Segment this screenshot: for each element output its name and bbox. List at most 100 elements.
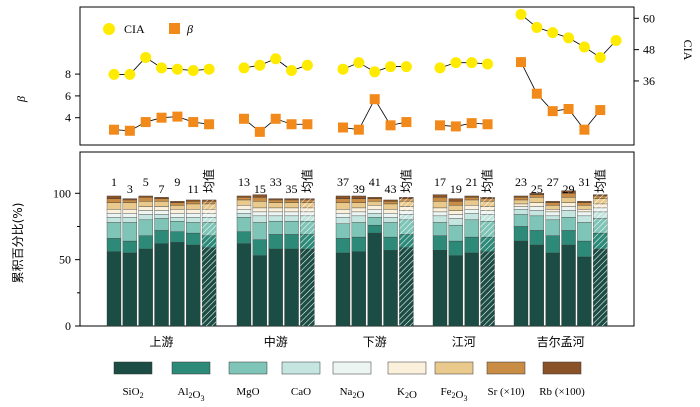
cia-point xyxy=(203,63,215,75)
beta-line xyxy=(439,122,488,127)
bar-segment-mgo xyxy=(383,222,398,238)
bar-segment-k2o xyxy=(122,209,138,214)
bar-segment-mgo xyxy=(448,224,464,242)
bar-label: 37 xyxy=(337,175,349,189)
bar-segment-sio2 xyxy=(186,244,201,327)
bar-segment-sr10 xyxy=(448,201,464,206)
bar-segment-sio2 xyxy=(236,243,252,327)
mean-hatch-overlay xyxy=(202,209,217,214)
site-label: 中游 xyxy=(264,334,288,349)
mean-hatch-overlay xyxy=(480,201,495,207)
bar-segment-al2o3 xyxy=(186,232,201,246)
bar-segment-al2o3 xyxy=(154,230,169,244)
bar-segment-al2o3 xyxy=(448,240,464,256)
mean-hatch-overlay xyxy=(593,195,608,199)
bar-segment-k2o xyxy=(513,203,529,207)
bar-segment-fe2o3 xyxy=(335,202,351,210)
cia-point xyxy=(482,58,494,70)
legend-cia-label: CIA xyxy=(124,22,145,36)
mean-hatch-overlay xyxy=(399,206,414,211)
mean-bar xyxy=(300,198,315,327)
sample-bar xyxy=(367,197,382,327)
bar-segment-na2o xyxy=(335,213,351,218)
cia-tick-label: 36 xyxy=(643,74,655,88)
bar-segment-sr10 xyxy=(383,201,398,205)
bar-segment-fe2o3 xyxy=(432,201,448,209)
bar-label: 35 xyxy=(286,182,298,196)
cia-point xyxy=(515,8,527,20)
legend-beta-label: β xyxy=(186,22,193,36)
beta-point xyxy=(450,121,461,132)
beta-tick-label: 8 xyxy=(65,67,71,81)
bar-segment-na2o xyxy=(383,213,398,218)
bar-segment-rb100 xyxy=(252,194,268,198)
bar-segment-na2o xyxy=(268,211,283,217)
bar-label: 27 xyxy=(547,175,559,189)
mean-bar xyxy=(201,199,217,327)
beta-point xyxy=(579,124,590,135)
cia-point xyxy=(353,57,365,69)
beta-point xyxy=(254,126,265,137)
mean-hatch-overlay xyxy=(300,198,315,200)
beta-point xyxy=(369,94,380,105)
bar-label: 23 xyxy=(515,175,527,189)
mean-hatch-overlay xyxy=(300,249,315,326)
bar-segment-rb100 xyxy=(335,195,351,199)
sample-bar xyxy=(154,197,169,327)
bar-segment-al2o3 xyxy=(464,236,479,254)
bar-label: 均值 xyxy=(592,169,607,193)
mean-hatch-overlay xyxy=(593,207,608,212)
bar-segment-cao xyxy=(170,217,185,222)
bar-segment-mgo xyxy=(513,214,529,227)
bar-segment-rb100 xyxy=(154,197,169,199)
bar-segment-sio2 xyxy=(122,252,138,327)
bar-segment-rb100 xyxy=(186,199,201,202)
bar-segment-sr10 xyxy=(252,197,268,202)
beta-tick-label: 4 xyxy=(65,111,71,125)
bar-segment-k2o xyxy=(252,207,268,213)
cia-point xyxy=(466,57,478,69)
top-panel: 4 6 8 36 48 60 β CIA CIA β xyxy=(14,6,695,146)
component-legend: SiO2 Al2O3 MgO CaO Na2O K2O Fe2O3 Sr (×10) Rb (×… xyxy=(113,361,585,403)
cia-point xyxy=(171,63,183,75)
bar-segment-k2o xyxy=(545,209,560,213)
legend-label: Sr (×10) xyxy=(487,386,524,398)
bar-segment-k2o xyxy=(335,209,351,214)
bar-segment-fe2o3 xyxy=(252,201,268,209)
mean-hatch-overlay xyxy=(202,247,217,326)
mean-hatch-overlay xyxy=(202,235,217,248)
cia-point xyxy=(578,41,590,53)
cia-point xyxy=(450,57,462,69)
bar-segment-rb100 xyxy=(545,201,560,203)
bar-segment-na2o xyxy=(529,206,545,211)
bar-segment-al2o3 xyxy=(138,235,153,250)
bar-segment-rb100 xyxy=(513,195,529,198)
bar-segment-fe2o3 xyxy=(529,197,545,203)
sample-bar xyxy=(432,194,448,327)
sample-bar xyxy=(383,199,398,327)
bar-segment-sr10 xyxy=(236,197,252,201)
beta-point xyxy=(531,88,542,99)
percent-tick-label: 50 xyxy=(59,253,71,267)
mean-hatch-overlay xyxy=(300,215,315,222)
beta-point xyxy=(204,119,215,130)
bar-segment-fe2o3 xyxy=(138,201,153,207)
bar-segment-mgo xyxy=(170,220,185,232)
mean-hatch-overlay xyxy=(480,221,495,238)
bar-segment-al2o3 xyxy=(367,224,382,234)
bar-segment-na2o xyxy=(252,211,268,217)
sample-bar xyxy=(170,201,185,327)
legend-swatch xyxy=(281,361,321,375)
bar-segment-na2o xyxy=(154,210,169,215)
bar-segment-na2o xyxy=(513,206,529,210)
beta-point xyxy=(563,103,574,114)
bar-segment-rb100 xyxy=(464,195,479,198)
sample-bar xyxy=(236,195,252,327)
bar-segment-cao xyxy=(236,213,252,218)
bar-segment-rb100 xyxy=(106,195,122,199)
beta-point xyxy=(595,105,606,116)
bar-segment-cao xyxy=(383,217,398,223)
beta-point xyxy=(482,119,493,130)
bar-segment-na2o xyxy=(367,209,382,214)
bar-segment-al2o3 xyxy=(284,234,299,250)
